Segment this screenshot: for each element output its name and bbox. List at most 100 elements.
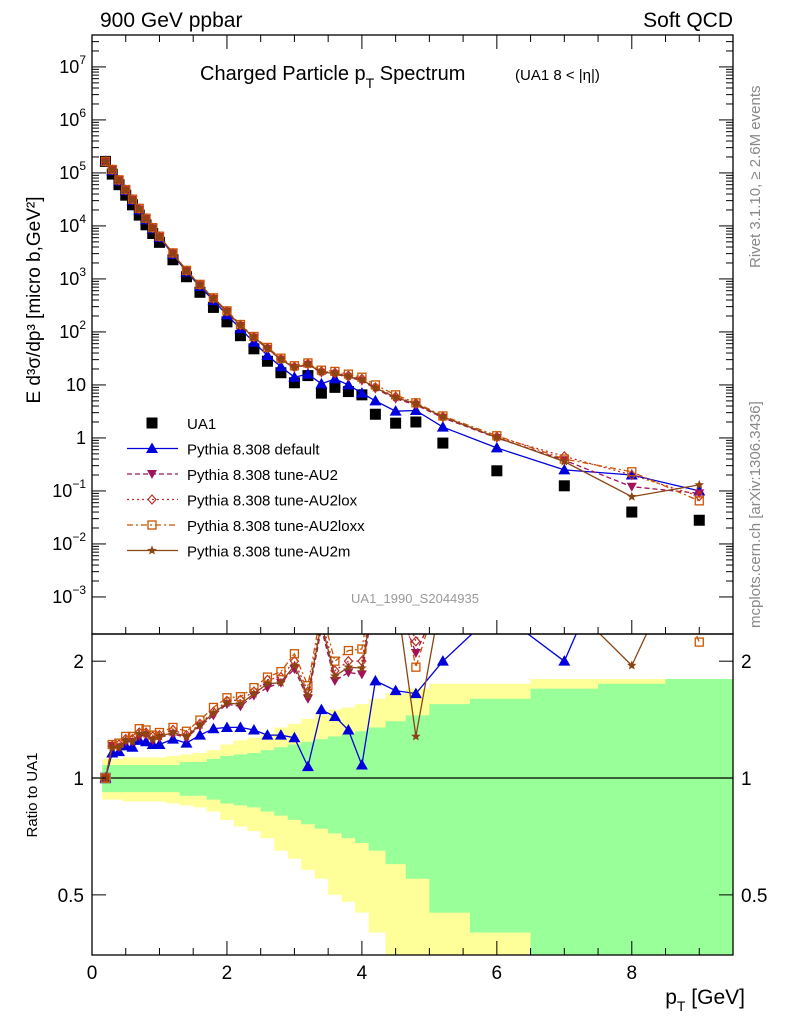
ratio-series-clipped: [99, 634, 704, 784]
point-pythia-8-308-tune-au2lox: [626, 469, 637, 481]
point-ua1: [207, 301, 219, 313]
point-pythia-8-308-tune-au2m: [303, 359, 313, 369]
legend-marker-pythia-8-308-default: [146, 442, 158, 453]
point-ua1: [329, 381, 341, 393]
y-tick-label: 10−1: [52, 477, 86, 501]
point-pythia-8-308-tune-au2lox: [141, 213, 151, 224]
point-pythia-8-308-default: [301, 368, 314, 379]
x-label-sub: T: [677, 998, 686, 1014]
point-pythia-8-308-tune-au2loxx: [694, 496, 704, 506]
side-label-bottom: mcplots.cern.ch [arXiv:1306.3436]: [747, 401, 764, 628]
title-tail: Spectrum: [374, 63, 465, 85]
point-pythia-8-308-default: [342, 378, 355, 390]
point-pythia-8-308-tune-au2lox: [357, 373, 367, 385]
point-pythia-8-308-tune-au2lox: [694, 490, 705, 502]
point-pythia-8-308-tune-au2m: [357, 374, 367, 384]
y-tick-label: 10−3: [52, 583, 86, 607]
legend-marker-pythia-8-308-tune-au2m: [147, 545, 157, 555]
title-main: Charged Particle p: [200, 63, 366, 85]
ratio-point-pythia-8-308-default: [207, 722, 220, 734]
ratio-point-pythia-8-308-tune-au2: [302, 694, 313, 704]
legend: UA1 Pythia 8.308 default Pythia 8.308 tune…: [127, 416, 365, 561]
point-pythia-8-308-default: [288, 371, 301, 382]
ratio-point-pythia-8-308-default: [301, 760, 314, 772]
point-ua1: [275, 367, 287, 379]
point-pythia-8-308-default: [355, 387, 368, 398]
point-ua1: [491, 465, 503, 477]
ratio-point-pythia-8-308-tune-au2loxx: [276, 666, 286, 677]
point-pythia-8-308-tune-au2m: [411, 398, 421, 408]
ratio-point-pythia-8-308-default: [247, 723, 260, 735]
ratio-point-pythia-8-308-default: [288, 731, 301, 743]
point-pythia-8-308-tune-au2loxx: [262, 342, 273, 353]
y-tick-label: 10: [66, 375, 86, 395]
x-tick-label: 0: [87, 963, 98, 984]
point-pythia-8-308-tune-au2m: [492, 432, 502, 442]
ratio-point-pythia-8-308-tune-au2m: [134, 728, 144, 738]
point-pythia-8-308-tune-au2m: [694, 479, 704, 489]
ratio-point-pythia-8-308-default: [342, 723, 355, 735]
ratio-point-pythia-8-308-tune-au2loxx: [357, 644, 367, 654]
ratio-point-pythia-8-308-default: [328, 710, 341, 722]
ratio-point-pythia-8-308-default: [355, 759, 368, 770]
ratio-point-pythia-8-308-default: [153, 738, 166, 750]
ratio-point-pythia-8-308-tune-au2m: [107, 742, 117, 752]
point-ua1: [437, 437, 449, 449]
ratio-point-pythia-8-308-tune-au2lox: [411, 635, 421, 647]
point-pythia-8-308-tune-au2lox: [107, 164, 118, 176]
ratio-point-pythia-8-308-tune-au2m: [127, 736, 138, 746]
ratio-point-pythia-8-308-tune-au2m: [154, 731, 165, 741]
point-pythia-8-308-tune-au2m: [276, 354, 286, 364]
point-pythia-8-308-tune-au2m: [343, 371, 354, 381]
point-pythia-8-308-tune-au2m: [100, 156, 111, 166]
point-ua1: [234, 330, 246, 342]
point-ua1: [221, 316, 233, 328]
point-pythia-8-308-tune-au2m: [181, 266, 192, 276]
point-pythia-8-308-tune-au2m: [141, 213, 151, 223]
point-pythia-8-308-tune-au2m: [195, 280, 205, 290]
y-tick-label: 105: [59, 159, 86, 183]
point-pythia-8-308-tune-au2m: [208, 293, 219, 303]
ratio-point-pythia-8-308-default: [558, 655, 571, 666]
point-ua1: [342, 386, 354, 398]
ratio-point-pythia-8-308-tune-au2m: [181, 731, 192, 741]
point-ua1: [194, 286, 206, 298]
point-ua1: [390, 417, 402, 429]
ratio-point-pythia-8-308-tune-au2: [356, 670, 367, 680]
ratio-line-pythia-8-308-tune-au2loxx: [104, 634, 700, 779]
point-pythia-8-308-tune-au2m: [222, 306, 232, 316]
ratio-point-pythia-8-308-tune-au2m: [411, 731, 421, 741]
ratio-tick-label: 1: [73, 769, 84, 790]
ratio-point-pythia-8-308-tune-au2loxx: [694, 637, 704, 647]
ratio-point-pythia-8-308-tune-au2m: [357, 663, 367, 673]
legend-label-pythia-8-308-default: Pythia 8.308 default: [187, 442, 320, 459]
point-pythia-8-308-default: [389, 405, 402, 416]
point-pythia-8-308-tune-au2m: [390, 392, 401, 402]
point-ua1: [167, 254, 179, 266]
x-tick-label: 8: [627, 963, 638, 984]
ratio-point-pythia-8-308-tune-au2: [410, 648, 421, 658]
point-ua1: [315, 387, 327, 399]
point-ua1: [140, 219, 152, 231]
point-pythia-8-308-tune-au2m: [121, 185, 131, 195]
legend-marker-pythia-8-308-tune-au2lox: [147, 494, 157, 505]
ratio-point-pythia-8-308-default: [409, 687, 422, 699]
plot-title: Charged Particle pT Spectrum: [200, 63, 465, 91]
point-pythia-8-308-tune-au2m: [627, 491, 637, 501]
point-pythia-8-308-tune-au2lox: [114, 174, 124, 186]
point-pythia-8-308-tune-au2m: [235, 320, 246, 330]
ratio-point-pythia-8-308-tune-au2loxx: [343, 645, 354, 656]
legend-marker-pythia-8-308-tune-au2: [147, 470, 157, 479]
point-pythia-8-308-tune-au2lox: [154, 231, 165, 242]
ratio-point-pythia-8-308-default: [234, 721, 247, 732]
point-ua1: [626, 506, 638, 518]
legend-marker-ua1: [146, 417, 158, 429]
legend-label-ua1: UA1: [187, 416, 216, 433]
ratio-point-pythia-8-308-tune-au2m: [343, 662, 354, 672]
y-tick-label: 104: [59, 212, 86, 236]
legend-label-pythia-8-308-tune-au2loxx: Pythia 8.308 tune-AU2loxx: [187, 518, 365, 535]
point-pythia-8-308-tune-au2m: [330, 368, 340, 378]
point-pythia-8-308-default: [315, 377, 328, 389]
point-ua1: [558, 480, 570, 492]
